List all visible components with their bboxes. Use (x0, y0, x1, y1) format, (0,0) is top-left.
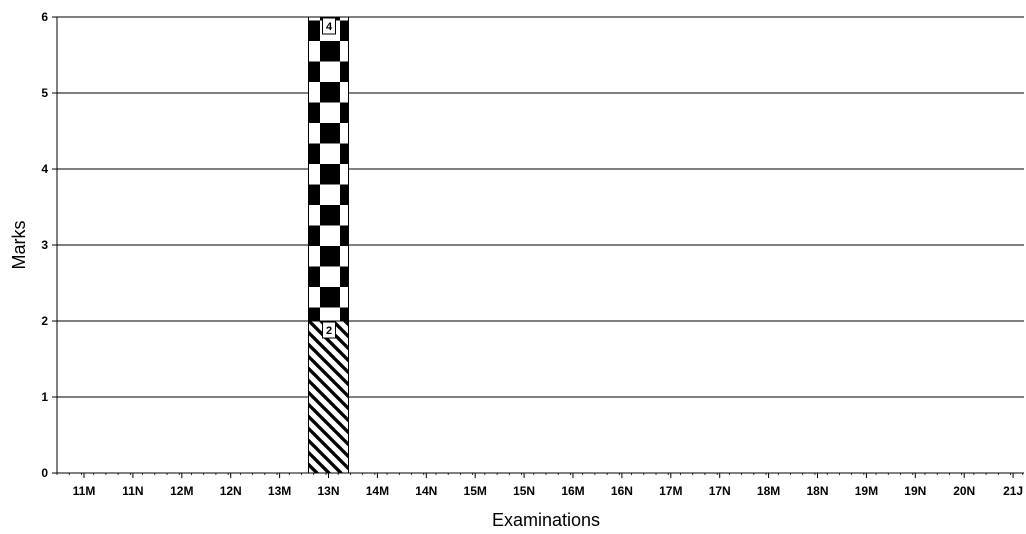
x-tick-label: 11M (73, 484, 96, 498)
x-tick-label: 16N (611, 484, 633, 498)
x-tick-label: 19M (855, 484, 878, 498)
y-tick-label: 0 (41, 466, 48, 480)
x-tick-label: 13N (317, 484, 339, 498)
y-axis-title: Marks (9, 221, 29, 270)
axes: 0 1 2 3 4 5 6 11M 11N 12M 12N 13M 13N 14M 14N 15M 15N 16M… (41, 10, 1024, 498)
y-tick-label: 5 (41, 86, 48, 100)
x-tick-label: 15M (464, 484, 487, 498)
x-tick-label: 12M (170, 484, 193, 498)
y-tick-label: 2 (41, 314, 48, 328)
x-axis-title: Examinations (492, 510, 600, 529)
x-tick-label: 21J (1003, 484, 1023, 498)
x-tick-label: 18N (806, 484, 828, 498)
x-tick-label: 17N (709, 484, 731, 498)
data-label-box (322, 321, 336, 339)
y-tick-label: 4 (41, 162, 48, 176)
x-tick-label: 14N (415, 484, 437, 498)
data-labels: 24 (322, 17, 336, 339)
bars (308, 16, 349, 474)
bar-segment-diagonal-stripes (308, 320, 349, 474)
data-label: 2 (326, 325, 332, 337)
x-tick-label: 16M (561, 484, 584, 498)
x-tick-label: 12N (220, 484, 242, 498)
y-tick-label: 1 (41, 390, 48, 404)
grid-lines (57, 16, 1024, 474)
x-tick-label: 11N (122, 484, 143, 498)
x-tick-label: 18M (757, 484, 780, 498)
x-tick-label: 13M (268, 484, 291, 498)
bar-segment-checkerboard (308, 16, 349, 322)
data-label-box (322, 17, 336, 35)
x-tick-label: 20N (953, 484, 975, 498)
x-tick-label: 15N (513, 484, 535, 498)
y-tick-label: 3 (41, 238, 48, 252)
x-tick-label: 17M (659, 484, 682, 498)
x-tick-label: 14M (366, 484, 389, 498)
x-tick-label: 19N (904, 484, 926, 498)
y-tick-label: 6 (41, 10, 48, 24)
data-label: 4 (326, 21, 333, 33)
